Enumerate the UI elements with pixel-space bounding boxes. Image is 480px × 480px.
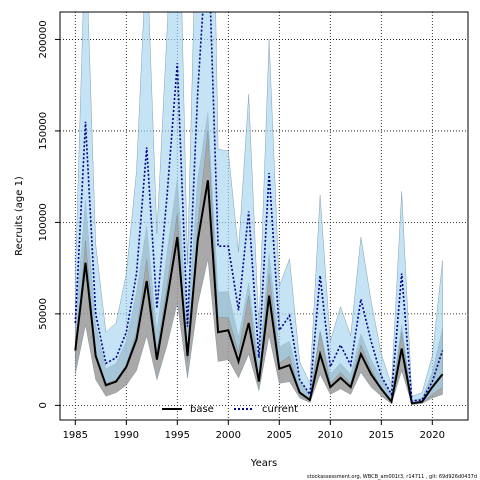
x-tick-label: 2010 bbox=[318, 430, 343, 441]
x-axis-ticks: 1985 1990 1995 2000 2005 2010 2015 2020 bbox=[63, 420, 445, 441]
x-tick-label: 1990 bbox=[114, 430, 139, 441]
x-tick-label: 2015 bbox=[369, 430, 394, 441]
legend: base current bbox=[162, 404, 298, 415]
plot-frame bbox=[59, 11, 469, 421]
legend-label-base: base bbox=[190, 404, 214, 415]
x-tick-label: 1995 bbox=[165, 430, 190, 441]
y-tick-label: 200000 bbox=[38, 20, 49, 58]
x-tick-label: 2005 bbox=[267, 430, 292, 441]
series-lines bbox=[74, 12, 444, 405]
y-tick-label: 150000 bbox=[38, 112, 49, 150]
x-tick-label: 2020 bbox=[420, 430, 445, 441]
line-base bbox=[74, 180, 444, 405]
legend-label-current: current bbox=[262, 404, 298, 415]
y-tick-label: 100000 bbox=[38, 203, 49, 241]
x-tick-label: 2000 bbox=[216, 430, 241, 441]
y-tick-label: 50000 bbox=[38, 298, 49, 330]
y-axis-ticks: 0 50000 100000 150000 200000 bbox=[38, 20, 60, 409]
y-tick-label: 0 bbox=[38, 402, 49, 408]
x-tick-label: 1985 bbox=[63, 430, 88, 441]
band-current bbox=[75, 12, 443, 404]
x-axis-title: Years bbox=[250, 458, 277, 469]
y-axis-title: Recruits (age 1) bbox=[14, 176, 25, 256]
footnote: stockassessment.org, WBCB_am001t3, r1471… bbox=[307, 474, 477, 480]
